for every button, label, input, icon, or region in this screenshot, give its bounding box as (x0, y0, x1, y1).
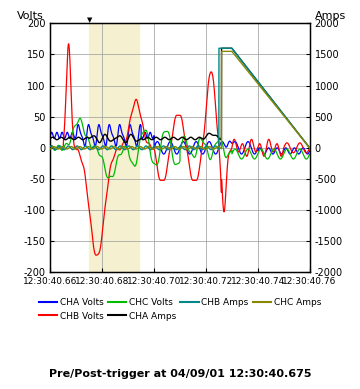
Text: ▼: ▼ (87, 18, 92, 23)
Text: Amps: Amps (315, 11, 346, 21)
Legend: CHA Volts, CHB Volts, CHC Volts, CHA Amps, CHB Amps, CHC Amps: CHA Volts, CHB Volts, CHC Volts, CHA Amp… (35, 294, 325, 324)
Text: Volts: Volts (17, 11, 44, 21)
Bar (89, 23, 139, 272)
Text: Pre/Post-trigger at 04/09/01 12:30:40.675: Pre/Post-trigger at 04/09/01 12:30:40.67… (49, 369, 311, 379)
